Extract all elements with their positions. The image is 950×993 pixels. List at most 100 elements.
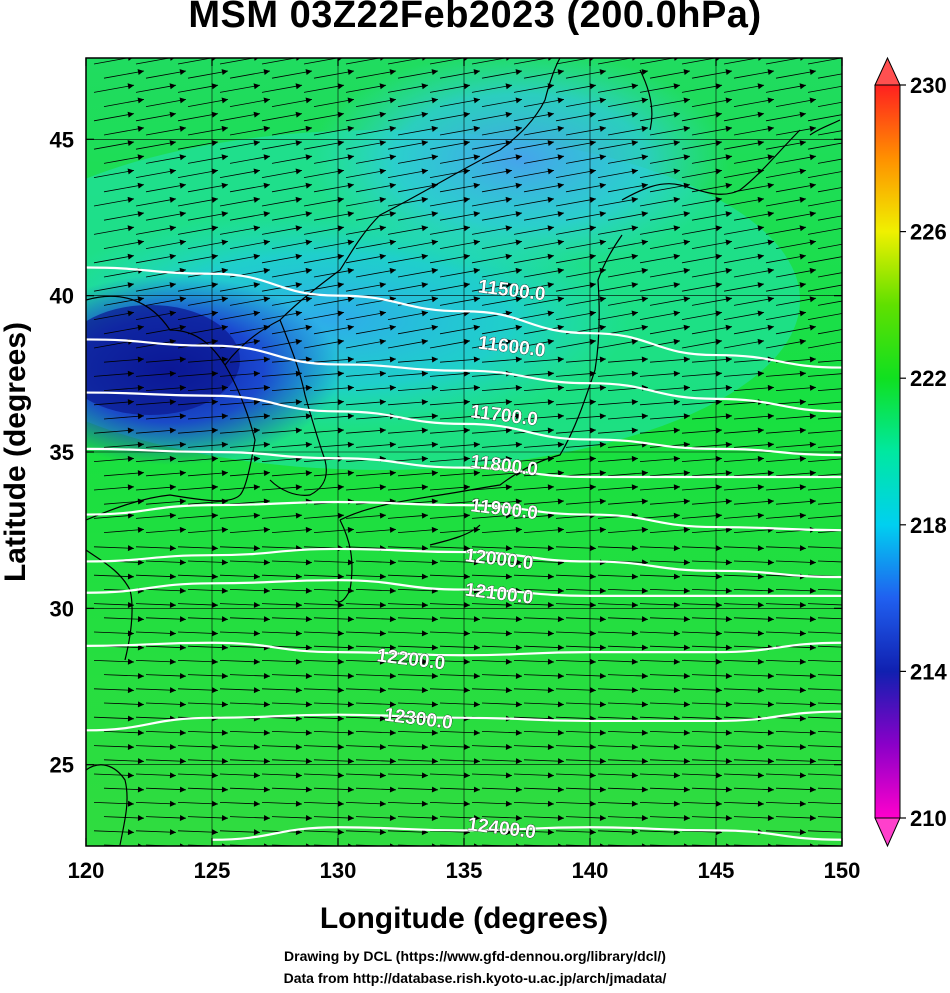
wind-arrow-shaft [271,702,313,705]
wind-arrow-shaft [187,443,229,448]
wind-arrow-shaft [733,99,775,107]
wind-arrow-shaft [219,603,261,606]
wind-arrow-shaft [481,358,523,363]
wind-arrow-head [673,455,680,462]
wind-arrow-shaft [723,312,765,320]
wind-arrow-shaft [439,500,481,505]
wind-arrow-shaft [555,170,597,178]
wind-arrow-head [379,282,386,289]
wind-arrow-head [295,800,302,807]
wind-arrow-shaft [523,212,565,221]
wind-arrow-head [421,168,428,175]
wind-arrow-shaft [681,170,723,178]
wind-arrow-head [852,701,858,707]
wind-arrow-head [757,427,764,434]
wind-arrow-head [337,196,344,203]
wind-arrow-head [473,526,480,533]
wind-arrow-shaft [303,660,345,663]
wind-arrow-head [211,282,218,289]
wind-arrow-head [389,69,396,76]
wind-arrow-head [263,296,270,303]
wind-arrow-head [715,601,722,608]
wind-arrow-shaft [733,674,775,677]
wind-arrow-head [641,616,648,623]
y-tick-label: 25 [50,753,74,778]
wind-arrow-shaft [817,787,842,790]
wind-arrow-shaft [681,372,723,377]
wind-arrow-head [547,772,554,779]
wind-arrow-head [127,111,134,118]
wind-arrow-shaft [313,184,355,193]
wind-arrow-shaft [565,617,607,620]
wind-arrow-head [547,743,554,750]
wind-arrow-shaft [471,113,513,122]
wind-arrow-shaft [397,212,439,221]
wind-arrow-head [683,729,690,736]
wind-arrow-head [715,455,722,462]
wind-arrow-shaft [313,731,355,734]
wind-arrow-shaft [639,84,681,93]
wind-arrow-head [673,427,680,434]
wind-arrow-shaft [817,445,842,448]
wind-arrow-shaft [775,816,817,819]
wind-arrow-shaft [723,429,765,434]
wind-arrow-shaft [765,170,807,178]
wind-arrow-shaft [555,141,597,150]
wind-arrow-head [431,786,438,793]
wind-arrow-head [347,587,354,594]
wind-arrow-head [673,282,680,289]
wind-arrow-head [715,310,722,317]
wind-arrow-shaft [471,546,513,549]
wind-arrow-head [683,701,690,708]
wind-arrow-shaft [439,358,481,363]
wind-arrow-shaft [471,401,513,406]
wind-arrow-shaft [135,546,177,549]
wind-arrow-shaft [649,589,691,592]
wind-arrow-shaft [471,255,513,264]
wind-arrow-head [515,211,522,218]
wind-arrow-shaft [513,226,555,235]
wind-arrow-shaft [649,674,691,677]
wind-arrow-shaft [103,617,145,620]
wind-arrow-shaft [93,486,135,491]
wind-arrow-head [715,427,722,434]
wind-arrow-shaft [261,113,303,122]
wind-arrow-head [641,413,648,420]
wind-arrow-shaft [439,617,481,620]
wind-arrow-shaft [597,603,639,606]
wind-arrow-shaft [565,731,607,734]
wind-arrow-shaft [607,787,649,791]
wind-arrow-head [725,97,732,104]
wind-arrow-head [852,498,858,504]
wind-arrow-shaft [481,645,523,649]
wind-arrow-head [515,616,522,623]
wind-arrow-head [515,701,522,708]
wind-arrow-head [715,573,722,580]
wind-arrow-head [852,98,858,104]
wind-arrow-head [631,370,638,377]
wind-arrow-head [757,282,764,289]
wind-arrow-shaft [355,212,397,221]
wind-arrow-shaft [261,631,303,634]
wind-arrow-shaft [723,514,765,519]
wind-arrow-shaft [219,58,256,65]
wind-arrow-shaft [523,184,565,193]
wind-arrow-shaft [93,773,135,776]
wind-arrow-shaft [723,255,765,264]
wind-arrow-head [389,211,396,218]
wind-arrow-shaft [681,141,723,150]
wind-arrow-head [421,140,428,147]
wind-arrow-head [295,111,302,118]
wind-arrow-head [137,211,144,218]
wind-arrow-shaft [481,387,523,391]
wind-arrow-head [127,573,134,580]
wind-arrow-shaft [345,255,387,264]
wind-arrow-shaft [345,226,387,235]
wind-arrow-shaft [481,674,523,677]
wind-arrow-head [347,97,354,104]
wind-arrow-head [715,743,722,750]
wind-arrow-head [599,154,606,161]
wind-arrow-shaft [513,113,555,122]
wind-arrow-head [473,384,480,391]
wind-arrow-shaft [555,198,597,207]
